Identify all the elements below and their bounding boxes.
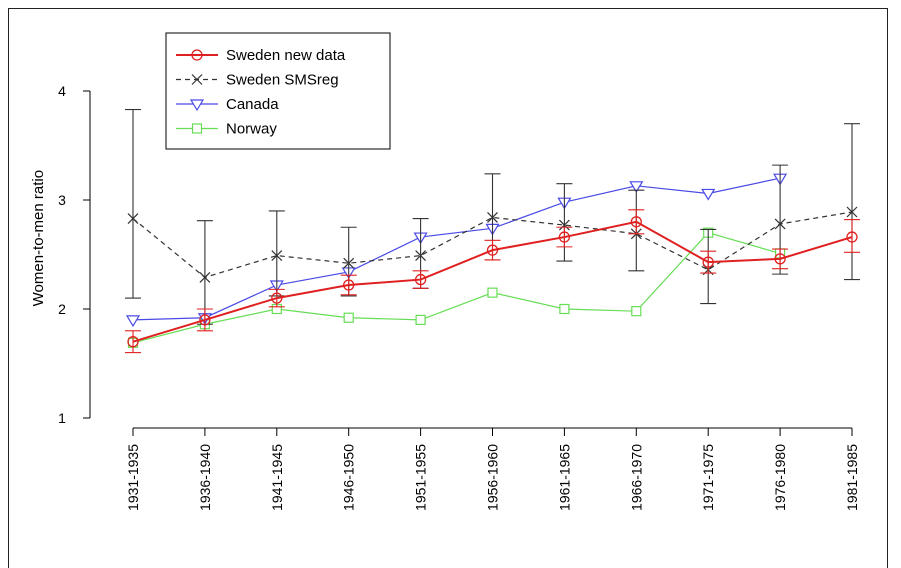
error-bar — [125, 108, 141, 299]
legend-label: Sweden new data — [226, 47, 346, 64]
series-norway — [127, 227, 786, 348]
data-point — [127, 213, 139, 224]
legend-marker — [191, 123, 203, 134]
legend-marker — [191, 49, 203, 61]
x-tick-label: 1976-1980 — [772, 444, 788, 511]
legend-box — [165, 32, 391, 150]
legend-item: Sweden SMSreg — [176, 72, 339, 89]
data-point — [343, 312, 354, 323]
y-tick-label: 2 — [58, 301, 66, 317]
data-point — [271, 292, 283, 304]
legend-label: Norway — [226, 121, 277, 138]
legend-item: Canada — [176, 96, 279, 113]
data-point — [125, 315, 141, 328]
legend-marker — [189, 99, 205, 112]
legend-marker — [191, 74, 203, 85]
x-tick-label: 1941-1945 — [269, 444, 285, 511]
series-line — [132, 220, 853, 343]
error-bar — [844, 123, 860, 281]
y-tick-label: 4 — [58, 83, 66, 99]
series-sweden-new-data — [125, 209, 860, 354]
y-tick-label: 1 — [58, 410, 66, 426]
x-tick-label: 1971-1975 — [700, 444, 716, 511]
data-point — [343, 257, 355, 269]
x-tick-label: 1931-1935 — [125, 444, 141, 511]
y-axis-label: Women-to-men ratio — [30, 170, 47, 306]
data-point — [414, 273, 427, 286]
data-point — [127, 336, 139, 348]
data-point — [487, 287, 498, 298]
data-point — [415, 250, 427, 262]
x-tick-label: 1961-1965 — [556, 444, 572, 511]
data-point — [415, 314, 426, 325]
figure-frame — [8, 8, 888, 568]
error-bar — [268, 210, 285, 297]
legend: Sweden new data Sweden SMSreg Canada Norway — [165, 32, 391, 150]
error-bar — [556, 183, 573, 262]
data-point — [558, 219, 570, 231]
data-point — [630, 216, 642, 228]
series-line — [132, 232, 781, 344]
legend-label: Sweden SMSreg — [226, 72, 339, 89]
legend-item: Norway — [176, 121, 277, 138]
x-tick-label: 1956-1960 — [485, 444, 501, 511]
data-point — [629, 181, 644, 193]
data-point — [559, 303, 570, 315]
x-tick-label: 1981-1985 — [844, 444, 860, 511]
data-point — [343, 279, 355, 291]
data-point — [199, 314, 211, 326]
x-tick-label: 1936-1940 — [197, 444, 213, 511]
data-point — [558, 231, 571, 243]
x-tick-label: 1951-1955 — [413, 444, 429, 511]
x-tick-label: 1966-1970 — [628, 444, 644, 511]
data-point — [271, 250, 283, 262]
data-point — [199, 271, 211, 283]
x-tick-label: 1946-1950 — [341, 444, 357, 511]
data-point — [774, 253, 786, 265]
data-point — [702, 256, 714, 268]
data-point — [846, 206, 858, 218]
y-tick-label: 3 — [58, 192, 66, 208]
error-bar — [844, 219, 860, 253]
data-point — [631, 306, 642, 317]
legend-label: Canada — [226, 96, 279, 113]
legend-item: Sweden new data — [176, 47, 346, 64]
series-line — [132, 177, 781, 321]
data-point — [701, 188, 716, 201]
data-point — [486, 244, 499, 256]
data-point — [846, 231, 858, 243]
data-point — [774, 218, 786, 230]
data-point — [487, 212, 498, 223]
